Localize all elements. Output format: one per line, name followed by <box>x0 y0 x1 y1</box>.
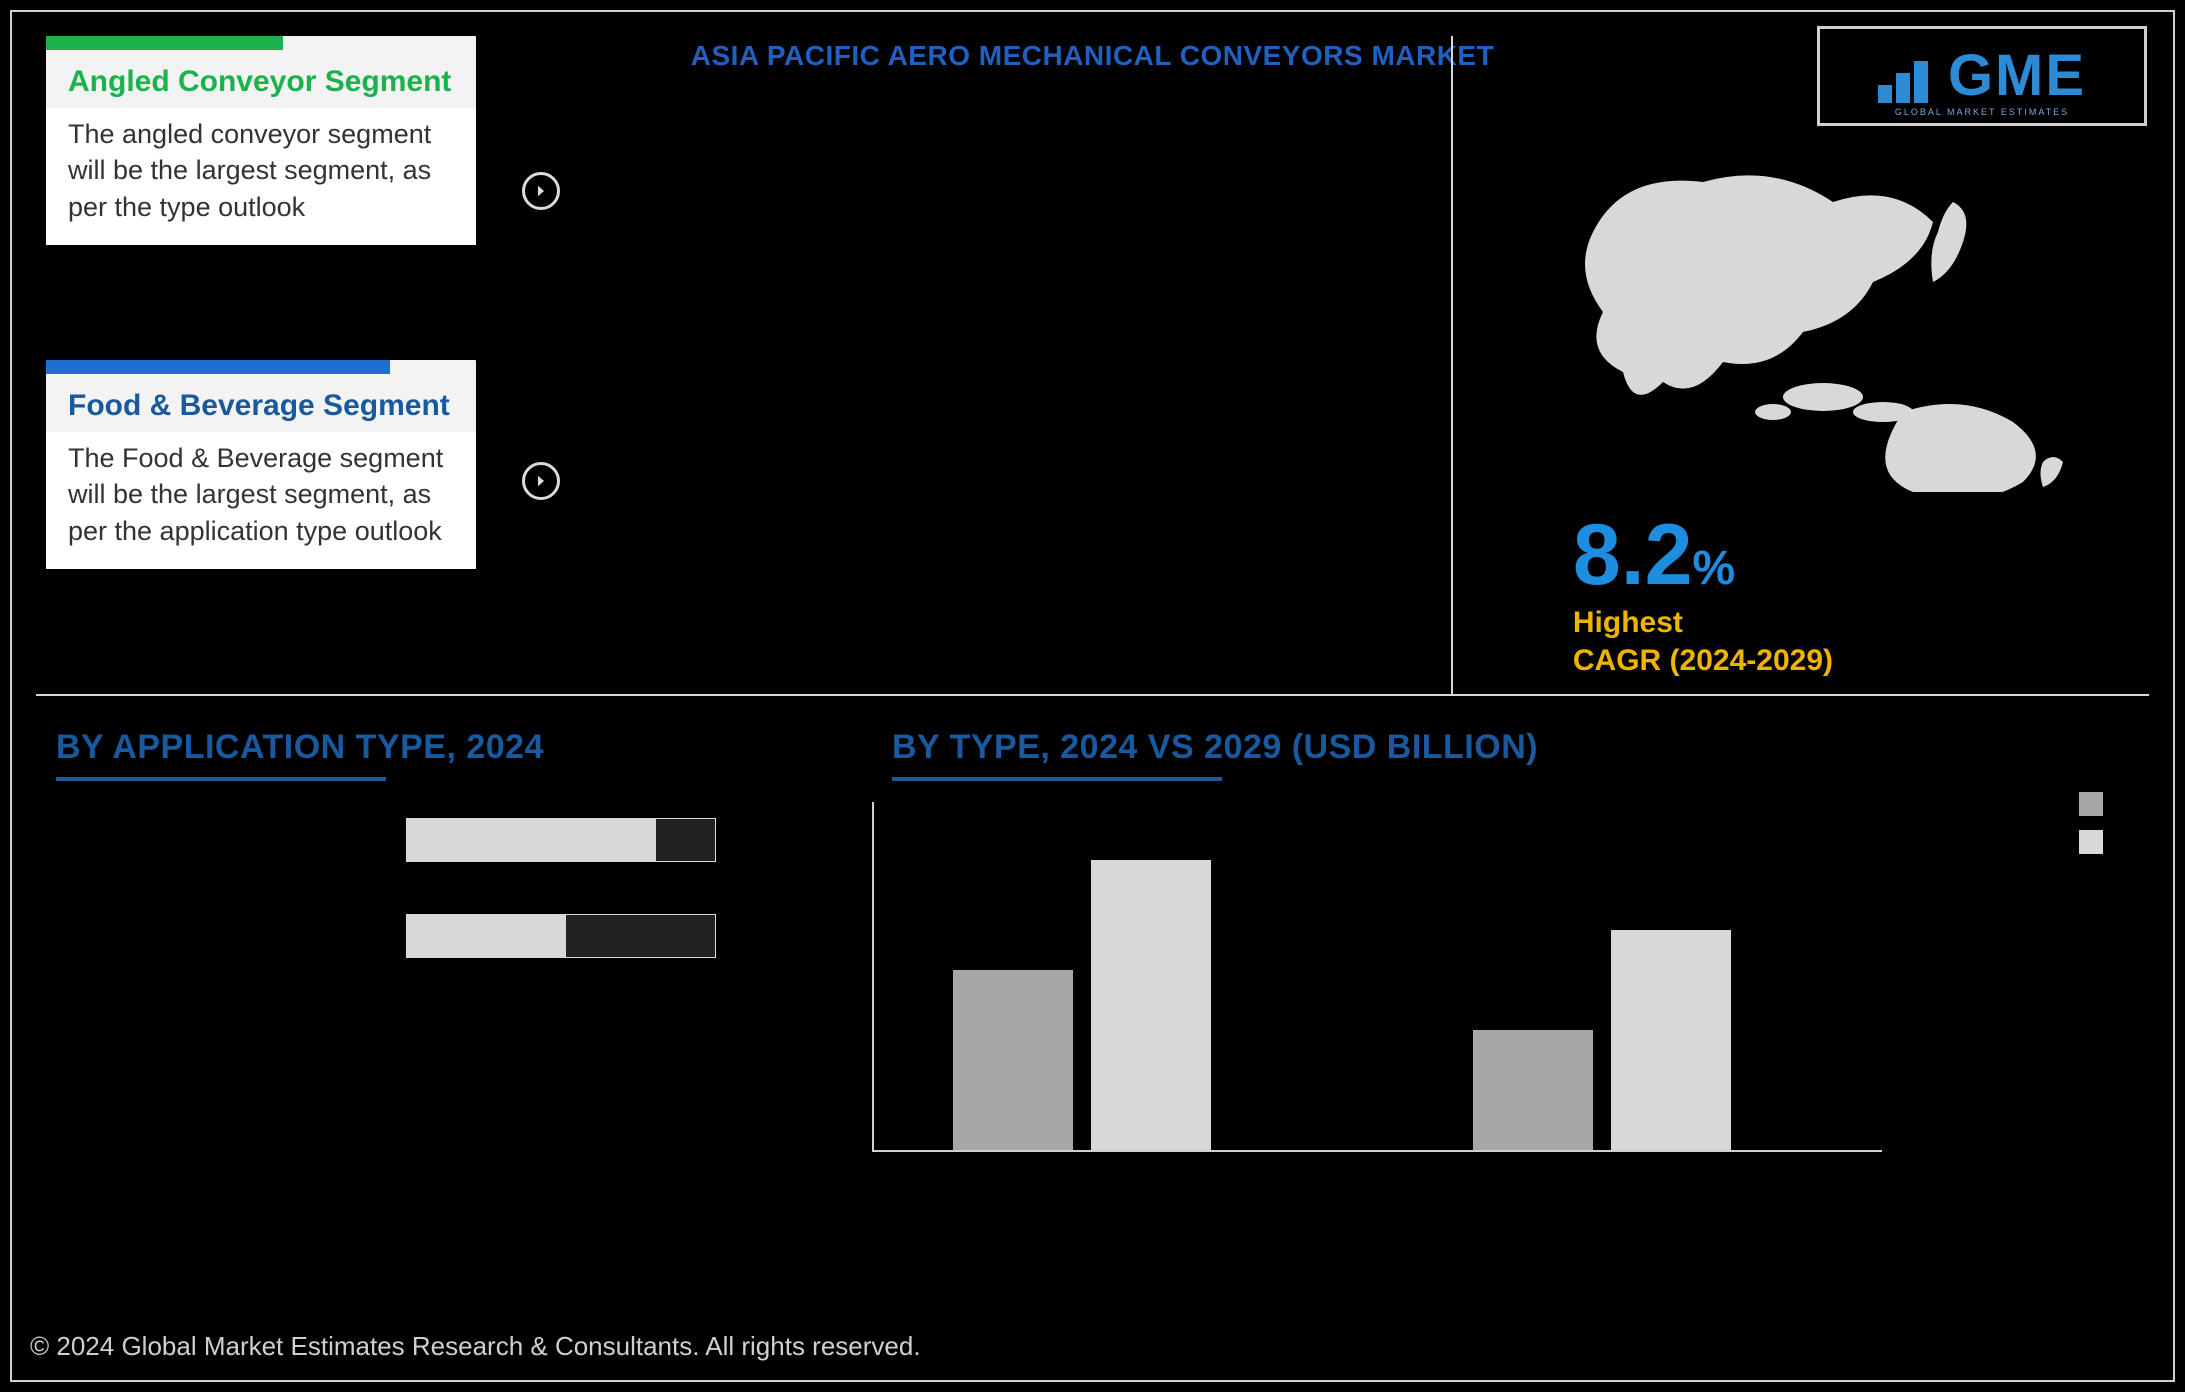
y-axis <box>872 802 874 1152</box>
type-grouped-bar-chart <box>832 802 1892 1232</box>
cagr-value: 8.2% <box>1573 512 1833 598</box>
legend-item <box>2079 792 2113 816</box>
card-accent <box>46 36 283 50</box>
horizontal-divider <box>36 694 2149 696</box>
cagr-label-line1: Highest <box>1573 606 1683 639</box>
card-accent <box>46 360 390 374</box>
asia-pacific-map-icon <box>1573 162 2093 492</box>
legend-swatch <box>2079 792 2103 816</box>
legend-swatch <box>2079 830 2103 854</box>
section-title-application: BY APPLICATION TYPE, 2024 <box>56 728 544 781</box>
bar <box>1091 860 1211 1150</box>
cagr-label: Highest CAGR (2024-2029) <box>1573 604 1833 679</box>
x-axis <box>872 1150 1882 1152</box>
card-angled-conveyor: Angled Conveyor Segment The angled conve… <box>46 36 476 245</box>
page-title: ASIA PACIFIC AERO MECHANICAL CONVEYORS M… <box>572 40 1613 72</box>
bar <box>1611 930 1731 1150</box>
section-underline <box>892 777 1222 781</box>
hbar-category <box>56 812 396 868</box>
card-body: The Food & Beverage segment will be the … <box>46 432 476 569</box>
application-hbar-chart <box>56 812 756 1004</box>
bar-group <box>932 860 1232 1150</box>
legend-item <box>2079 830 2113 854</box>
section-underline <box>56 777 386 781</box>
brand-subtitle: GLOBAL MARKET ESTIMATES <box>1820 107 2144 117</box>
bar <box>1473 1030 1593 1150</box>
cagr-number: 8.2 <box>1573 507 1693 603</box>
card-food-beverage: Food & Beverage Segment The Food & Bever… <box>46 360 476 569</box>
bar <box>953 970 1073 1150</box>
hbar-fill <box>406 914 566 958</box>
hbar-row <box>56 812 756 868</box>
card-heading: Angled Conveyor Segment <box>46 50 476 108</box>
brand-logo: GME GLOBAL MARKET ESTIMATES <box>1817 26 2147 126</box>
arrow-right-icon <box>522 462 560 500</box>
chart-legend <box>2079 792 2113 854</box>
section-title-text: BY APPLICATION TYPE, 2024 <box>56 728 544 766</box>
cagr-block: 8.2% Highest CAGR (2024-2029) <box>1573 512 1833 679</box>
cagr-unit: % <box>1692 542 1735 595</box>
copyright-text: © 2024 Global Market Estimates Research … <box>30 1331 921 1362</box>
vertical-divider <box>1451 36 1453 694</box>
bar-chart-icon <box>1878 49 1938 103</box>
section-title-type: BY TYPE, 2024 VS 2029 (USD BILLION) <box>892 728 1538 781</box>
section-title-text: BY TYPE, 2024 VS 2029 (USD BILLION) <box>892 728 1538 766</box>
hbar-fill <box>406 818 656 862</box>
arrow-right-icon <box>522 172 560 210</box>
card-body: The angled conveyor segment will be the … <box>46 108 476 245</box>
card-heading: Food & Beverage Segment <box>46 374 476 432</box>
outer-frame: ASIA PACIFIC AERO MECHANICAL CONVEYORS M… <box>10 10 2175 1382</box>
hbar-category <box>56 908 396 964</box>
brand-text: GME <box>1948 47 2086 105</box>
hbar-row <box>56 908 756 964</box>
bar-group <box>1452 930 1752 1150</box>
cagr-label-line2: CAGR (2024-2029) <box>1573 644 1833 677</box>
